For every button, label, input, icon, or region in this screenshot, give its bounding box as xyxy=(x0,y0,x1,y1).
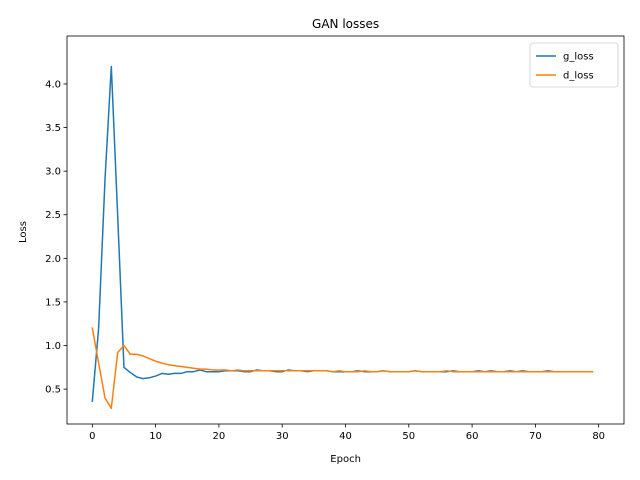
y-tick-label: 2.5 xyxy=(45,210,61,221)
y-tick-label: 1.0 xyxy=(45,341,61,352)
legend: g_loss d_loss xyxy=(529,42,619,88)
x-tick-label: 60 xyxy=(466,431,479,442)
y-tick-label: 2.0 xyxy=(45,254,61,265)
y-tick-label: 3.0 xyxy=(45,167,61,178)
legend-box xyxy=(529,42,619,88)
series-line-d_loss xyxy=(91,327,594,410)
x-axis-label: Epoch xyxy=(330,454,361,465)
x-tick-label: 80 xyxy=(592,431,605,442)
y-tick-label: 0.5 xyxy=(45,385,61,396)
plot-area: 0 10 20 30 40 50 60 70 80 0.5 1.0 1.5 2.0 2.5 3.0 3.5 4.… xyxy=(45,35,625,442)
y-tick-label: 1.5 xyxy=(45,297,61,308)
legend-label-g_loss: g_loss xyxy=(563,52,594,63)
chart-title: GAN losses xyxy=(312,17,379,31)
y-tick-label: 3.5 xyxy=(45,123,61,134)
x-tick-label: 10 xyxy=(149,431,162,442)
y-tick-label: 4.0 xyxy=(45,79,61,90)
x-tick-label: 0 xyxy=(89,431,95,442)
x-tick-label: 30 xyxy=(276,431,289,442)
x-tick-label: 40 xyxy=(339,431,352,442)
legend-label-d_loss: d_loss xyxy=(563,71,594,82)
y-axis-label: Loss xyxy=(18,221,29,243)
x-tick-label: 20 xyxy=(213,431,226,442)
x-tick-label: 50 xyxy=(402,431,415,442)
x-tick-label: 70 xyxy=(529,431,542,442)
